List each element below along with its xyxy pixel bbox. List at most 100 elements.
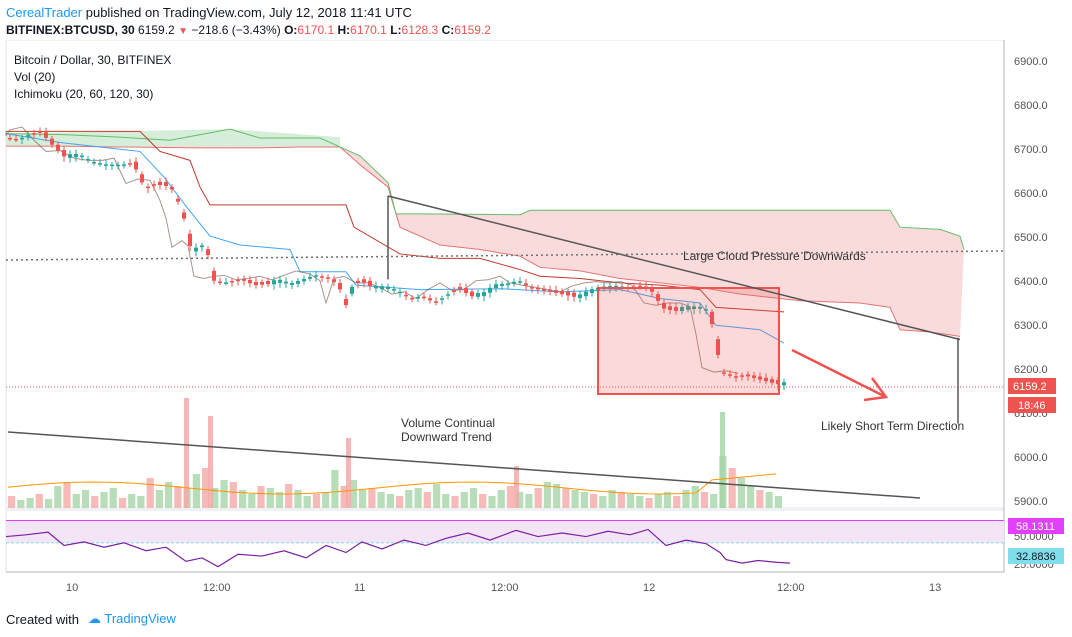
candle-body [572,292,576,297]
price-axis[interactable]: 6900.0 6800.0 6700.0 6600.0 6500.0 6400.… [1014,56,1048,508]
price-chart[interactable]: Bitcoin / Dollar, 30, BITFINEX Vol (20) … [0,40,1072,604]
ichimoku-lines [5,126,785,374]
candle-body [8,137,12,140]
author-link[interactable]: CerealTrader [6,5,83,20]
span-a-line [6,145,961,337]
candle-body [176,198,180,202]
consolidation-box[interactable] [597,287,780,395]
volume-ma-line [7,473,777,495]
candle-body [200,245,204,248]
candle-body [122,164,126,166]
direction-annotation[interactable]: Likely Short Term Direction [821,419,964,433]
candle-body [188,233,192,246]
candle-body [470,291,474,297]
candle-body [116,164,120,167]
candle-body [272,280,276,285]
candle-body [656,294,660,301]
candle-body [734,376,738,378]
volume-bar [211,488,219,508]
candle-body [164,182,168,186]
candle-body [314,275,318,277]
candle-body [590,289,594,294]
volume-annotation-line2[interactable]: Downward Trend [401,430,492,444]
price-tick: 6800.0 [1014,100,1048,112]
volume-bar [208,416,213,508]
volume-bar [303,496,311,508]
candle-body [578,294,582,299]
candle-body [98,163,102,165]
tradingview-logo-icon[interactable]: ☁ TradingView [88,611,176,626]
volume-bar [506,486,515,508]
volume-bar [691,486,699,508]
candle-body [614,285,618,288]
volume-bar [266,488,274,508]
candle-body [266,280,270,285]
volume-bar [562,488,570,508]
candle-body [62,150,66,157]
volume-bar [590,494,598,508]
footer: Created with ☁ TradingView [0,604,1072,637]
price-tick: 6600.0 [1014,188,1048,200]
created-with-text: Created with [6,612,79,627]
candle-body [542,288,546,291]
trendlines[interactable] [7,195,961,499]
volume-bar [377,492,385,508]
horizontal-level-line[interactable] [5,250,1005,261]
volume-bar [285,484,293,508]
time-tick: 10 [66,582,78,594]
volume-bar [386,494,394,508]
candle-body [152,184,156,186]
candle-body [428,298,432,301]
candle-body [236,279,240,282]
publish-line: CerealTrader published on TradingView.co… [6,5,412,20]
ichimoku-cloud [5,128,965,337]
candle-body [230,281,234,283]
volume-bar [617,492,625,508]
candle-body [518,281,522,283]
price-tick: 6500.0 [1014,232,1048,244]
volume-bar [433,484,441,508]
candle-body [494,284,498,288]
volume-annotation-line1[interactable]: Volume Continual [401,416,495,430]
candle-body [662,302,666,309]
candle-body [446,294,450,296]
red-arrow-icon[interactable] [791,348,889,402]
candle-body [134,161,138,170]
volume-bar [728,468,736,508]
candle-body [746,374,750,377]
volume-bar [608,490,616,508]
price-tick: 6200.0 [1014,364,1048,376]
candle-body [50,138,54,145]
candle-body [320,276,324,278]
chart-header: CerealTrader published on TradingView.co… [0,0,1072,40]
candle-body [350,286,354,294]
candle-body [398,291,402,294]
candle-body [260,281,264,285]
volume-bar [322,492,330,508]
volume-trendline [7,431,921,499]
current-price-text: 6159.2 [1013,381,1047,393]
candle-body [104,164,108,166]
candle-body [716,339,720,355]
candle-body [392,289,396,291]
current-price-badge [1008,378,1056,394]
volume-bar [312,494,321,508]
volume-bar [275,492,284,508]
cloud-annotation[interactable]: Large Cloud Pressure Downwards [683,249,866,263]
high-label: H: [337,23,351,37]
time-axis[interactable]: 10 12:00 11 12:00 12 12:00 13 [66,582,941,594]
candle-body [284,281,288,284]
candle-body [584,291,588,297]
countdown-badge [1008,397,1056,413]
rsi-value-text-2: 32.8836 [1016,551,1056,563]
volume-bar [257,486,265,508]
candle-body [356,280,360,283]
volume-bar [229,482,237,508]
candle-body [368,280,372,287]
price-change: −218.6 (−3.43%) [191,23,281,37]
candle-body [452,290,456,292]
candle-body [68,154,72,158]
volume-bar [109,488,117,508]
time-tick: 12:00 [203,582,231,594]
candle-body [488,287,492,293]
